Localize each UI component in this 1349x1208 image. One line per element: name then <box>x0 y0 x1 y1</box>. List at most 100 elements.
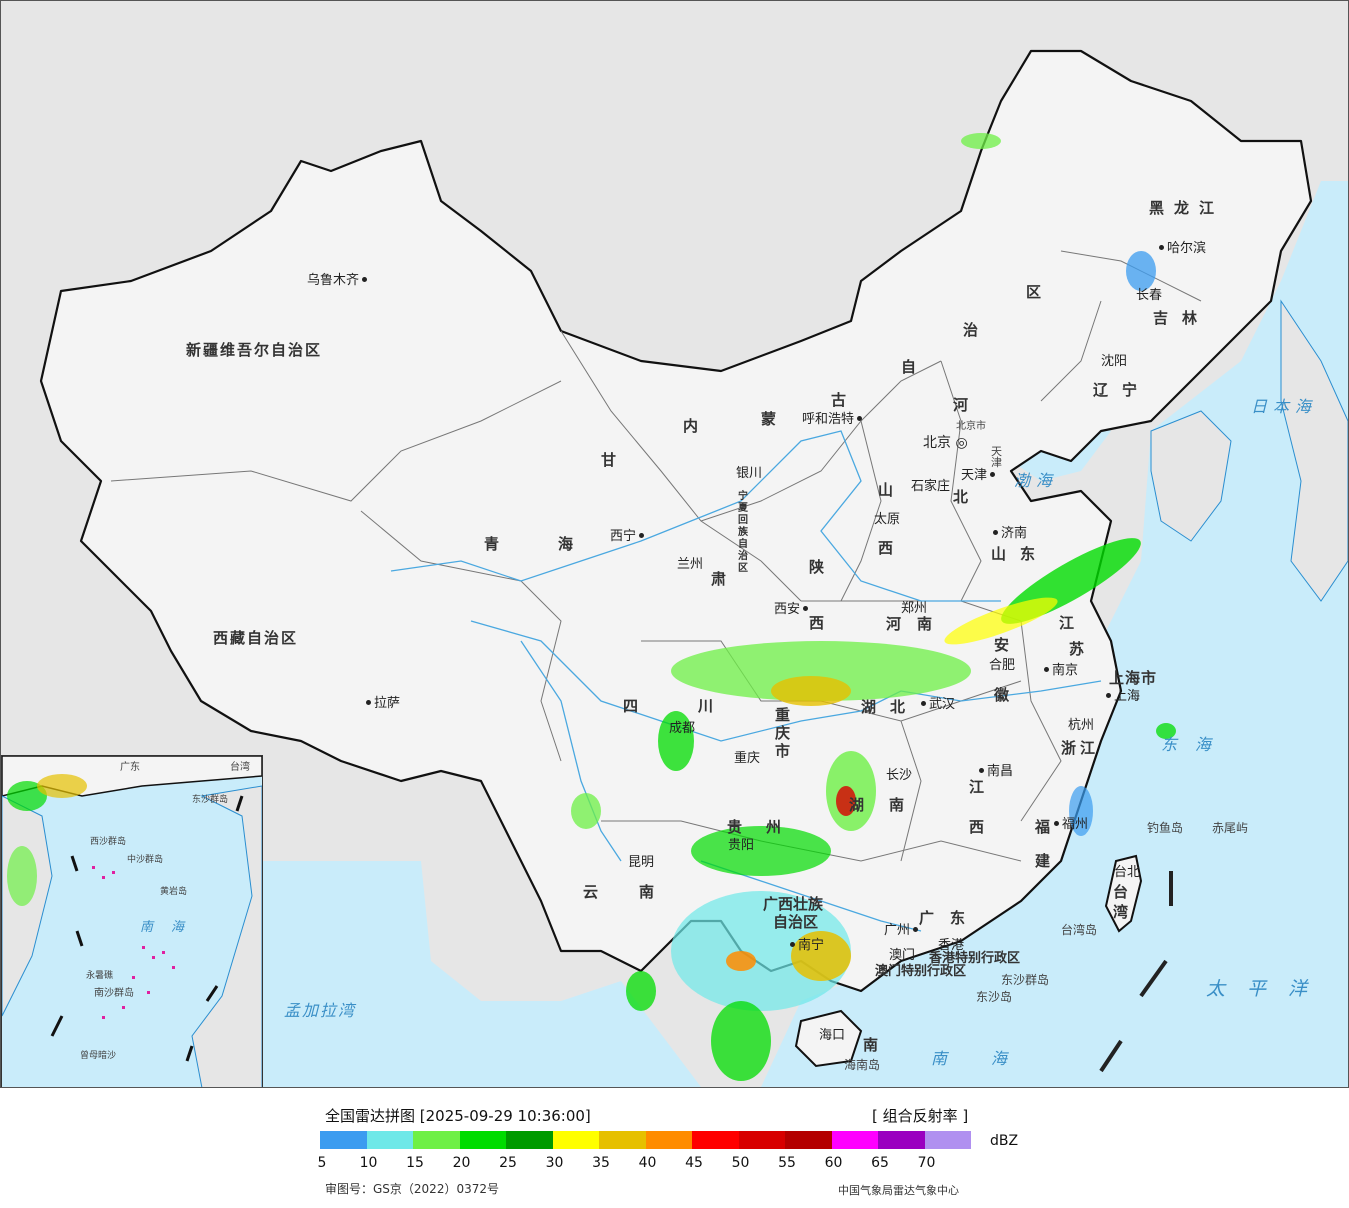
province-label-anhui-2: 徽 <box>994 686 1012 704</box>
city-yinchuan[interactable]: 银川 <box>736 466 763 481</box>
color-swatch <box>320 1131 367 1149</box>
city-lhasa[interactable]: 拉萨 <box>363 692 400 711</box>
province-label-shaanxi-1: 陕 <box>809 558 827 576</box>
province-label-neimenggu-6: 区 <box>1026 283 1044 301</box>
color-bar-tick: 40 <box>638 1155 657 1171</box>
city-shenyang[interactable]: 沈阳 <box>1101 354 1128 369</box>
city-macau[interactable]: 澳门 <box>889 948 916 963</box>
radar-map[interactable]: 新疆维吾尔自治区 西藏自治区 青 海 甘 肃 内 蒙 古 自 治 区 黑龙江 吉… <box>0 0 1349 1088</box>
province-label-neimenggu-1: 内 <box>683 417 701 435</box>
city-nanchang[interactable]: 南昌 <box>976 760 1013 779</box>
province-label-liaoning: 辽宁 <box>1093 381 1152 399</box>
color-swatch <box>413 1131 460 1149</box>
city-guangzhou[interactable]: 广州 <box>884 919 921 938</box>
province-label-sichuan-1: 四 <box>623 697 641 715</box>
taiwan-land <box>1104 854 1143 933</box>
city-lanzhou[interactable]: 兰州 <box>677 557 704 572</box>
sea-label-south: 南海 <box>931 1049 1052 1068</box>
legend-title: 全国雷达拼图 [2025-09-29 10:36:00] <box>325 1107 591 1125</box>
color-swatch <box>506 1131 553 1149</box>
province-label-qinghai-1: 青 <box>484 535 502 553</box>
city-nanjing[interactable]: 南京 <box>1041 659 1078 678</box>
province-label-jiangxi-1: 江 <box>969 778 987 796</box>
color-swatch <box>738 1131 785 1149</box>
city-hongkong[interactable]: 香港 <box>938 938 965 953</box>
south-china-sea-inset[interactable]: 广东 台湾 东沙群岛 西沙群岛 中沙群岛 黄岩岛 南海 永暑礁 南沙群岛 曾母暗… <box>1 755 263 1087</box>
sea-label-pacific: 太平洋 <box>1206 978 1330 1000</box>
city-fuzhou[interactable]: 福州 <box>1051 813 1088 832</box>
province-label-henan: 河南 <box>886 615 949 633</box>
city-tianjin[interactable]: 天津 <box>961 464 998 483</box>
province-label-xinjiang: 新疆维吾尔自治区 <box>186 341 323 359</box>
color-bar-tick: 65 <box>871 1155 889 1171</box>
city-hangzhou[interactable]: 杭州 <box>1068 718 1095 733</box>
city-chengdu[interactable]: 成都 <box>669 721 696 736</box>
inset-label-zhongsha: 中沙群岛 <box>127 855 164 865</box>
city-hefei[interactable]: 合肥 <box>989 658 1016 673</box>
province-label-zhejiang: 浙江 <box>1061 739 1100 757</box>
province-label-guangxi-1: 广西壮族 <box>763 895 824 913</box>
province-label-hebei-1: 河 <box>953 396 971 414</box>
city-shanghai[interactable]: 上海 <box>1103 685 1140 704</box>
city-nanning[interactable]: 南宁 <box>787 934 824 953</box>
radar-echoes <box>571 133 1176 1081</box>
color-swatch <box>692 1131 739 1149</box>
island-chiwei: 赤尾屿 <box>1212 821 1249 835</box>
city-changchun[interactable]: 长春 <box>1136 288 1163 303</box>
city-wuhan[interactable]: 武汉 <box>918 693 955 712</box>
color-bar <box>320 1131 971 1149</box>
province-label-shaanxi-2: 西 <box>809 614 827 632</box>
color-bar-tick: 10 <box>359 1155 378 1171</box>
city-kunming[interactable]: 昆明 <box>628 855 655 870</box>
inset-label-huangyan: 黄岩岛 <box>160 887 188 897</box>
city-shijiazhuang[interactable]: 石家庄 <box>911 479 951 494</box>
city-beijing[interactable]: 北京 ◎ <box>923 435 968 451</box>
inset-label-xisha: 西沙群岛 <box>90 837 127 847</box>
province-label-yunnan-1: 云 <box>583 883 601 901</box>
city-xining[interactable]: 西宁 <box>610 525 647 544</box>
city-jinan[interactable]: 济南 <box>990 522 1027 541</box>
province-label-chongqing: 重庆市 <box>775 706 791 760</box>
color-bar-tick: 60 <box>824 1155 843 1171</box>
province-label-jilin: 吉林 <box>1153 309 1212 327</box>
city-chongqing[interactable]: 重庆 <box>734 751 761 766</box>
province-label-xizang: 西藏自治区 <box>213 629 299 647</box>
city-hohhot[interactable]: 呼和浩特 <box>802 408 865 427</box>
color-swatch <box>552 1131 599 1149</box>
map-canvas <box>39 49 1348 1087</box>
color-swatch <box>924 1131 971 1149</box>
city-haikou[interactable]: 海口 <box>819 1028 846 1043</box>
color-bar-tick: 20 <box>452 1155 471 1171</box>
province-label-gansu-1: 甘 <box>601 451 619 469</box>
province-label-hubei: 湖北 <box>861 698 920 716</box>
city-guiyang[interactable]: 贵阳 <box>728 838 755 853</box>
province-label-shandong: 山东 <box>991 545 1050 563</box>
color-swatch <box>785 1131 832 1149</box>
sea-label-east: 东海 <box>1161 735 1230 754</box>
city-changsha[interactable]: 长沙 <box>886 768 913 783</box>
city-harbin[interactable]: 哈尔滨 <box>1156 237 1206 256</box>
hainan-land <box>794 1009 863 1068</box>
province-label-hainan: 南 <box>863 1036 881 1054</box>
province-label-neimenggu-3: 古 <box>831 391 849 409</box>
sea-label-bengal: 孟加拉湾 <box>284 1001 357 1020</box>
color-swatch <box>366 1131 413 1149</box>
sea-area <box>261 861 701 1087</box>
city-xian[interactable]: 西安 <box>774 598 811 617</box>
city-taiyuan[interactable]: 太原 <box>874 512 901 527</box>
review-number: 审图号：GS京（2022）0372号 <box>325 1182 499 1196</box>
province-label-hebei-2: 北 <box>953 488 971 506</box>
color-swatch <box>599 1131 646 1149</box>
inset-label-yongshu: 永暑礁 <box>86 971 114 981</box>
city-urumqi[interactable]: 乌鲁木齐 <box>307 269 370 288</box>
province-label-beijing: 北京市 <box>956 421 986 432</box>
inset-label-nansha: 南沙群岛 <box>94 988 134 999</box>
province-label-hk-sar: 香港特别行政区 <box>929 951 1021 966</box>
province-label-qinghai-2: 海 <box>558 535 576 553</box>
island-dongsha: 东沙岛 <box>976 990 1013 1004</box>
producer-label: 中国气象局雷达气象中心 <box>838 1184 959 1197</box>
city-zhengzhou[interactable]: 郑州 <box>901 601 928 616</box>
inset-label-taiwan: 台湾 <box>230 762 250 773</box>
city-taipei[interactable]: 台北 <box>1114 865 1141 880</box>
province-label-fujian-1: 福 <box>1035 818 1053 836</box>
